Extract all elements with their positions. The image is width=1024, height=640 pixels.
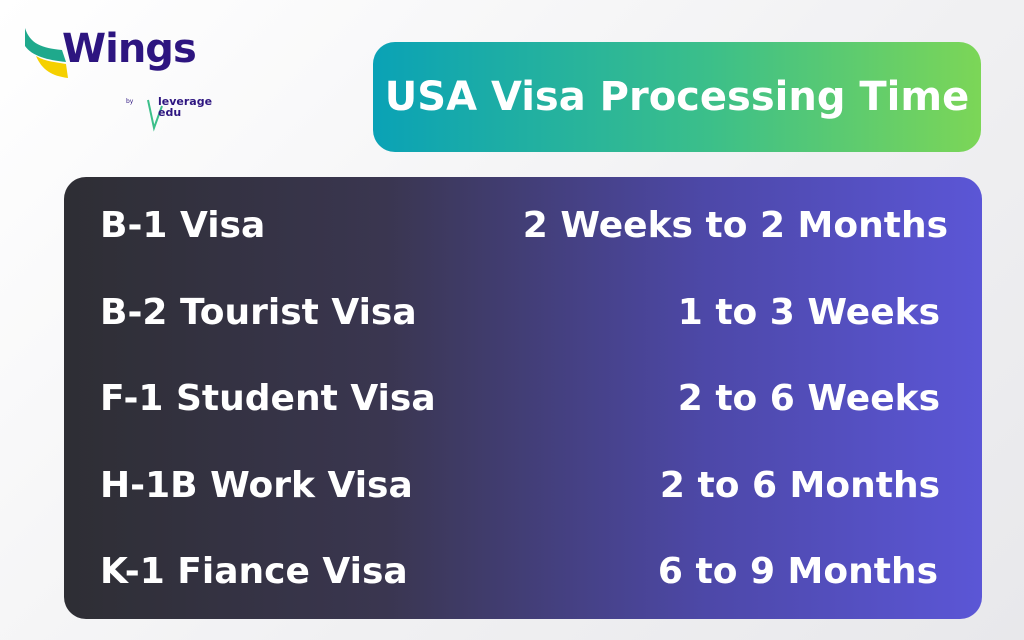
processing-time: 2 to 6 Months <box>659 464 940 506</box>
brand-name: Wings <box>62 26 197 72</box>
table-row: B-2 Tourist Visa 1 to 3 Weeks <box>100 282 940 342</box>
page-title: USA Visa Processing Time <box>373 42 981 152</box>
processing-time: 6 to 9 Months <box>657 550 938 592</box>
processing-time: 2 to 6 Weeks <box>677 377 940 419</box>
visa-table: B-1 Visa 2 Weeks to 2 Months B-2 Tourist … <box>64 177 982 619</box>
processing-time: 1 to 3 Weeks <box>677 291 940 333</box>
table-row: H-1B Work Visa 2 to 6 Months <box>100 455 940 515</box>
visa-type: K-1 Fiance Visa <box>100 550 408 592</box>
sub-brand: leverage edu <box>158 95 213 119</box>
visa-type: B-1 Visa <box>100 204 266 246</box>
visa-type: H-1B Work Visa <box>100 464 413 506</box>
processing-time: 2 Weeks to 2 Months <box>522 204 948 246</box>
wings-swoosh-icon <box>25 28 163 132</box>
table-row: B-1 Visa 2 Weeks to 2 Months <box>100 195 948 255</box>
visa-type: B-2 Tourist Visa <box>100 291 417 333</box>
visa-type: F-1 Student Visa <box>100 377 436 419</box>
by-label: by <box>126 98 134 105</box>
table-row: F-1 Student Visa 2 to 6 Weeks <box>100 368 940 428</box>
table-row: K-1 Fiance Visa 6 to 9 Months <box>100 541 938 601</box>
